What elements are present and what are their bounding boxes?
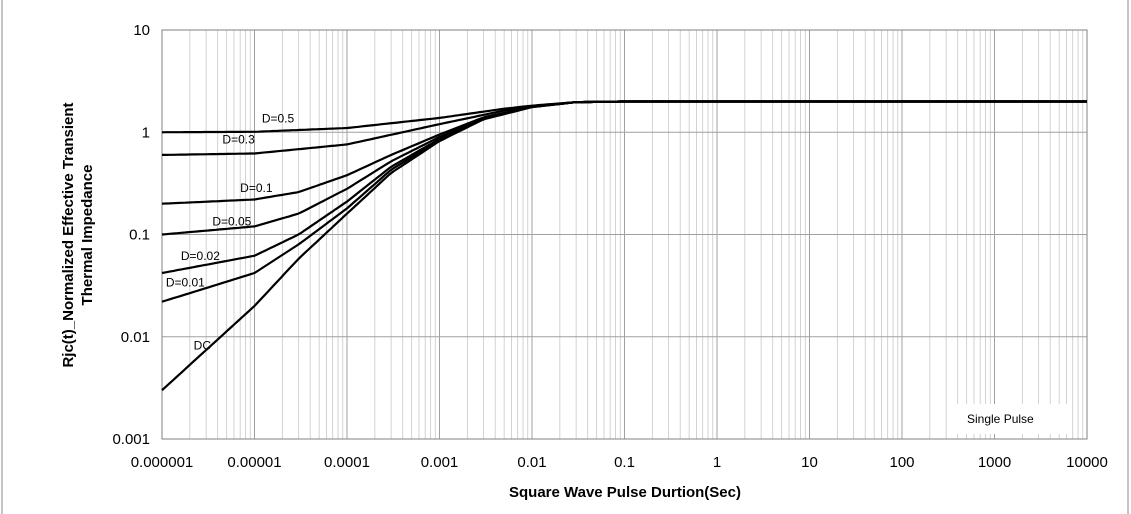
y-tick-label: 0.001 (112, 431, 150, 448)
y-tick-label: 0.01 (121, 329, 150, 346)
curve-label-d-0-05: D=0.05 (212, 214, 251, 228)
single-pulse-note-text: Single Pulse (967, 412, 1034, 426)
x-tick-label: 0.00001 (227, 454, 281, 471)
x-tick-label: 10000 (1066, 454, 1108, 471)
major-grid (161, 29, 1088, 440)
x-tick-label: 0.01 (517, 454, 546, 471)
curve-label-d-0-01: D=0.01 (166, 276, 205, 290)
y-tick-label: 0.1 (129, 227, 150, 244)
single-pulse-note-background (947, 404, 1067, 434)
x-tick-label: 1 (713, 454, 721, 471)
y-tick-label: 1 (142, 124, 150, 141)
y-axis-tick-labels: 10 1 0.1 0.01 0.001 (112, 22, 150, 448)
curve-label-dc: DC (194, 339, 212, 353)
curve-label-d-0-3: D=0.3 (222, 132, 255, 146)
x-tick-label: 0.0001 (324, 454, 370, 471)
curve-labels: D=0.5 D=0.3 D=0.1 D=0.05 D=0.02 D=0.01 DC (166, 111, 295, 352)
x-tick-label: 1000 (978, 454, 1011, 471)
x-axis-tick-labels: 0.000001 0.00001 0.0001 0.001 0.01 0.1 1 10 100 1… (131, 454, 1108, 471)
single-pulse-note: Single Pulse (947, 404, 1067, 434)
y-axis-title-line-1: Rjc(t)_Normalized Effective Transient (60, 102, 77, 367)
y-axis-title-line-2: Thermal Impedance (79, 165, 96, 306)
curve-label-d-0-5: D=0.5 (262, 111, 295, 125)
x-tick-label: 0.001 (421, 454, 459, 471)
x-tick-label: 0.000001 (131, 454, 194, 471)
x-axis-title: Square Wave Pulse Durtion(Sec) (509, 484, 741, 501)
x-tick-label: 100 (889, 454, 914, 471)
curve-label-d-0-02: D=0.02 (181, 249, 220, 263)
x-tick-label: 10 (801, 454, 818, 471)
series-line-dc (161, 100, 1087, 392)
curve-label-d-0-1: D=0.1 (240, 181, 273, 195)
y-tick-label: 10 (133, 22, 150, 39)
x-tick-label: 0.1 (614, 454, 635, 471)
series-lines (161, 100, 1087, 392)
